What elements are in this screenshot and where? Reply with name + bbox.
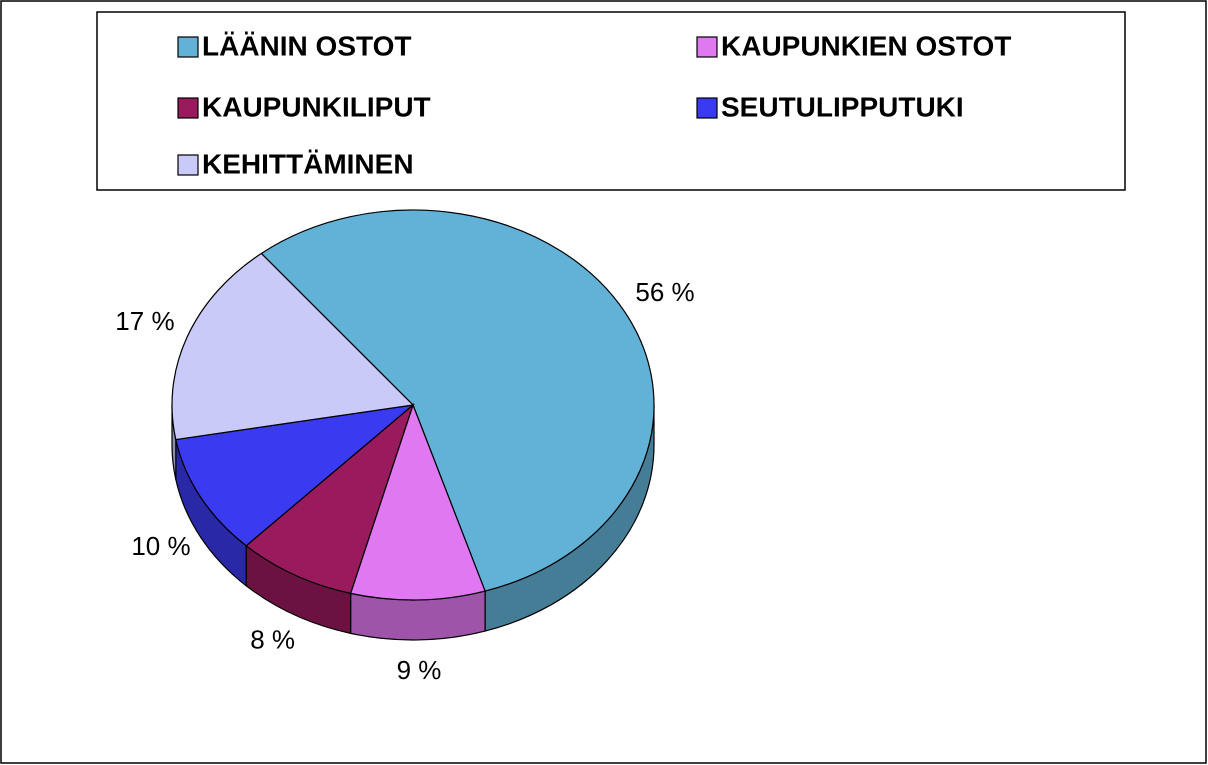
pie-slice <box>260 209 655 592</box>
pie-slice <box>349 403 486 601</box>
pie-slice <box>171 252 415 441</box>
legend-swatch <box>177 97 199 119</box>
legend-swatch <box>696 97 718 119</box>
data-label: 9 % <box>397 655 442 685</box>
data-label: 10 % <box>131 531 190 561</box>
legend-swatch <box>177 36 199 58</box>
legend-label: KAUPUNKIEN OSTOT <box>721 30 1011 61</box>
legend-swatch <box>696 36 718 58</box>
legend-label: KEHITTÄMINEN <box>202 148 414 179</box>
pie-slice <box>245 403 415 595</box>
legend-label: SEUTULIPPUTUKI <box>721 91 964 122</box>
legend-swatch <box>177 154 199 176</box>
legend-box <box>96 11 1126 191</box>
legend-label: KAUPUNKILIPUT <box>202 91 431 122</box>
data-label: 56 % <box>635 277 694 307</box>
data-label: 17 % <box>115 306 174 336</box>
data-label: 8 % <box>250 625 295 655</box>
legend-label: LÄÄNIN OSTOT <box>202 30 411 61</box>
pie-slice <box>175 404 415 547</box>
